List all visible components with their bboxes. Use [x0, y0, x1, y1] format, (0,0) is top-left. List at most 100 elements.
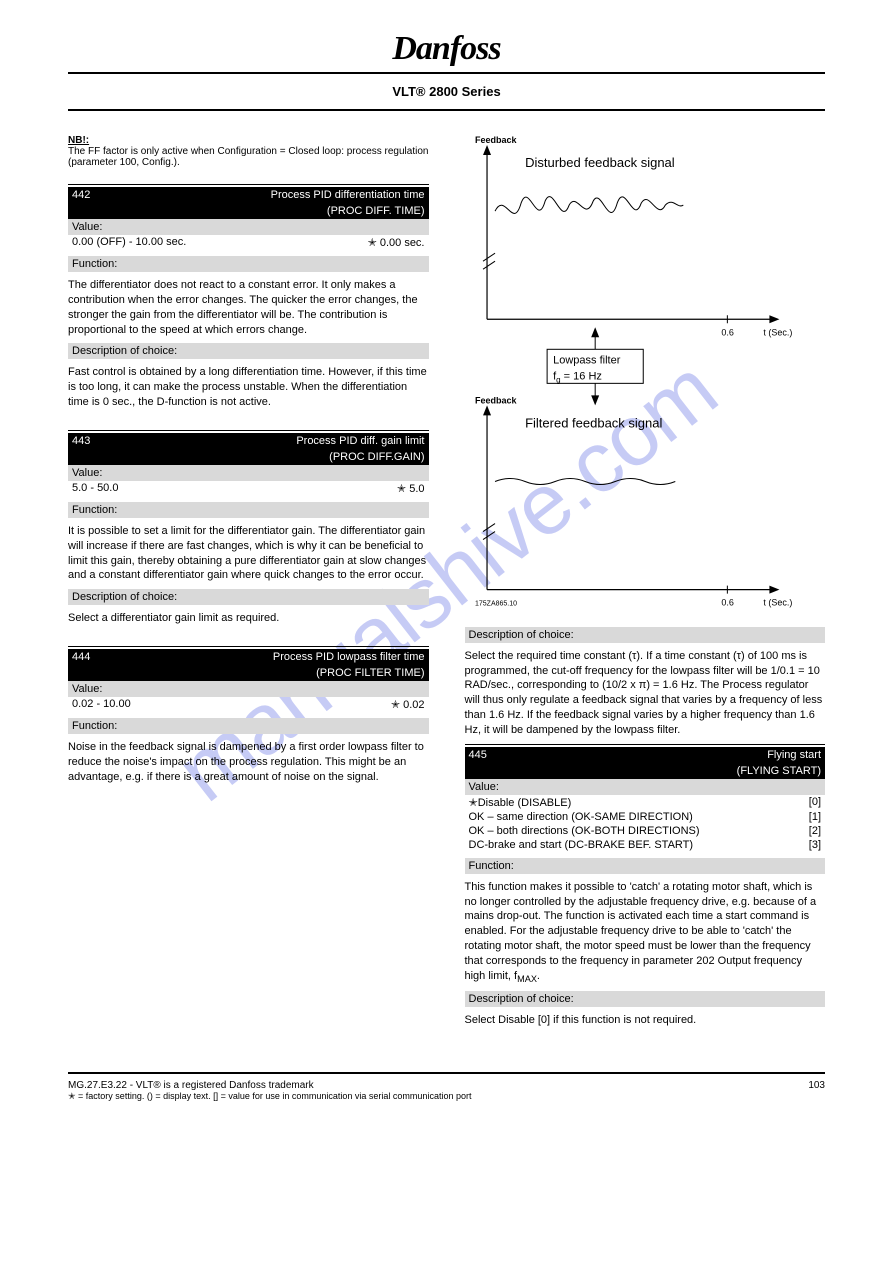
left-column: NB!: The FF factor is only active when C…: [68, 131, 429, 1048]
function-label: Function:: [72, 720, 117, 732]
param-header-row-1: 442 Process PID differentiation time: [68, 187, 429, 203]
param-444: 444 Process PID lowpass filter time (PRO…: [68, 646, 429, 785]
desc-label: Description of choice:: [469, 629, 574, 641]
value-range: 5.0 - 50.0: [72, 482, 118, 495]
param-442: 442 Process PID differentiation time (PR…: [68, 184, 429, 410]
param-value-label: Value:: [68, 465, 429, 481]
opt-1: OK – same direction (OK-SAME DIRECT­ION)…: [465, 810, 826, 824]
filter-box-line2: fg = 16 Hz: [553, 370, 602, 384]
param-header-row-2: (FLYING START): [465, 763, 826, 779]
value-label: Value:: [469, 781, 499, 793]
page-footer: MG.27.E3.22 - VLT® is a registered Danfo…: [68, 1072, 825, 1102]
two-column-layout: NB!: The FF factor is only active when C…: [68, 131, 825, 1048]
function-label: Function:: [469, 860, 514, 872]
function-label-row: Function:: [465, 858, 826, 874]
param-header-row-2: (PROC DIFF.GAIN): [68, 449, 429, 465]
param-title: Process PID lowpass filter time: [273, 651, 425, 663]
param-num: 443: [72, 435, 90, 447]
function-label: Function:: [72, 504, 117, 516]
param-value-label: Value:: [465, 779, 826, 795]
series-title: VLT® 2800 Series: [68, 84, 825, 99]
filter-box-line1: Lowpass filter: [553, 354, 621, 366]
value-range: 0.02 - 10.00: [72, 698, 131, 711]
page-header: Danfoss VLT® 2800 Series: [68, 30, 825, 111]
diagram-bottom-title: Filtered feedback signal: [525, 415, 662, 430]
function-text-445: This function makes it possible to 'catc…: [465, 880, 826, 986]
diagram-ref: 175ZA865.10: [475, 601, 517, 608]
opt-val: [1]: [809, 811, 821, 823]
function-label-row: Function:: [68, 502, 429, 518]
value-range: 0.00 (OFF) - 10.00 sec.: [72, 236, 186, 249]
function-label: Function:: [72, 258, 117, 270]
opt-3: DC-brake and start (DC-BRAKE BEF. START)…: [465, 838, 826, 852]
param-header-row-1: 443 Process PID diff. gain limit: [68, 433, 429, 449]
value-default: ✭ 0.02: [391, 698, 425, 711]
param-header-row-1: 444 Process PID lowpass filter time: [68, 649, 429, 665]
desc-label: Description of choice:: [72, 345, 177, 357]
param-num: 442: [72, 189, 90, 201]
function-text: The differentiator does not react to a c…: [68, 278, 429, 337]
param-display: (FLYING START): [737, 765, 821, 777]
value-default: ✭ 5.0: [397, 482, 425, 495]
value-label: Value:: [72, 683, 102, 695]
desc-label: Description of choice:: [469, 993, 574, 1005]
param-header-row-1: 445 Flying start: [465, 747, 826, 763]
opt-2: OK – both directions (OK-BOTH DIRECT­ION…: [465, 824, 826, 838]
diagram-xtick-top: 0.6: [721, 327, 734, 337]
header-rule-2: [68, 109, 825, 111]
diagram-xtick-bot: 0.6: [721, 598, 734, 608]
param-title: Process PID diff. gain limit: [296, 435, 424, 447]
desc-label-row: Description of choice:: [465, 991, 826, 1007]
diagram-ylabel-bottom: Feedback: [475, 395, 518, 405]
diagram-top-title: Disturbed feedback signal: [525, 155, 675, 170]
diagram-xlabel-top: t (Sec.): [763, 327, 792, 337]
function-text: Noise in the feedback signal is dampened…: [68, 740, 429, 785]
nb-title: NB!:: [68, 135, 89, 146]
param-title: Flying start: [767, 749, 821, 761]
param-header-row-2: (PROC DIFF. TIME): [68, 203, 429, 219]
value-label: Value:: [72, 221, 102, 233]
param-value: 0.00 (OFF) - 10.00 sec. ✭ 0.00 sec.: [68, 235, 429, 250]
desc-label-row: Description of choice:: [68, 343, 429, 359]
param-value-label: Value:: [68, 219, 429, 235]
value-default: ✭ 0.00 sec.: [368, 236, 425, 249]
footer-pagenum: 103: [808, 1080, 825, 1102]
param-value: 0.02 - 10.00 ✭ 0.02: [68, 697, 429, 712]
nb-note: NB!: The FF factor is only active when C…: [68, 135, 429, 168]
param-display: (PROC DIFF. TIME): [327, 205, 425, 217]
desc-text: Select a differentiator gain limit as re…: [68, 611, 429, 626]
value-label: Value:: [72, 467, 102, 479]
opt-label: DC-brake and start (DC-BRAKE BEF. START): [469, 839, 694, 851]
param-num: 444: [72, 651, 90, 663]
param-display: (PROC DIFF.GAIN): [329, 451, 424, 463]
page-content: Danfoss VLT® 2800 Series NB!: The FF fac…: [0, 0, 893, 1122]
opt-val: [2]: [809, 825, 821, 837]
param-divider: [68, 646, 429, 647]
param-display: (PROC FILTER TIME): [316, 667, 424, 679]
opt-val: [3]: [809, 839, 821, 851]
param-445: 445 Flying start (FLYING START) Value: ✭…: [465, 744, 826, 1028]
opt-label: OK – both directions (OK-BOTH DIRECT­ION…: [469, 825, 700, 837]
param-divider: [465, 744, 826, 745]
param-header-row-2: (PROC FILTER TIME): [68, 665, 429, 681]
desc-text-444: Select the required time constant (τ). I…: [465, 649, 826, 738]
opt-val: [0]: [809, 796, 821, 809]
p445-desc0: Select Disable [0] if this function is n…: [465, 1013, 826, 1028]
opt-0: ✭Disable (DISABLE) [0]: [465, 795, 826, 810]
nb-text: The FF factor is only active when Config…: [68, 146, 428, 168]
param-443: 443 Process PID diff. gain limit (PROC D…: [68, 430, 429, 626]
param-value-label: Value:: [68, 681, 429, 697]
param-divider: [68, 430, 429, 431]
opt-label: OK – same direction (OK-SAME DIRECT­ION): [469, 811, 693, 823]
right-column: Feedback Disturbed feedback signal 0.6 t…: [465, 131, 826, 1048]
param-divider: [68, 184, 429, 185]
function-label-row: Function:: [68, 256, 429, 272]
desc-label-row: Description of choice:: [68, 589, 429, 605]
function-text: It is possible to set a limit for the di…: [68, 524, 429, 583]
footer-left: MG.27.E3.22 - VLT® is a registered Danfo…: [68, 1080, 314, 1091]
param-title: Process PID differentiation time: [271, 189, 425, 201]
header-rule-1: [68, 72, 825, 74]
desc-label: Description of choice:: [72, 591, 177, 603]
diagram-ylabel-top: Feedback: [475, 135, 518, 145]
desc-text: Fast control is obtained by a long diffe…: [68, 365, 429, 410]
